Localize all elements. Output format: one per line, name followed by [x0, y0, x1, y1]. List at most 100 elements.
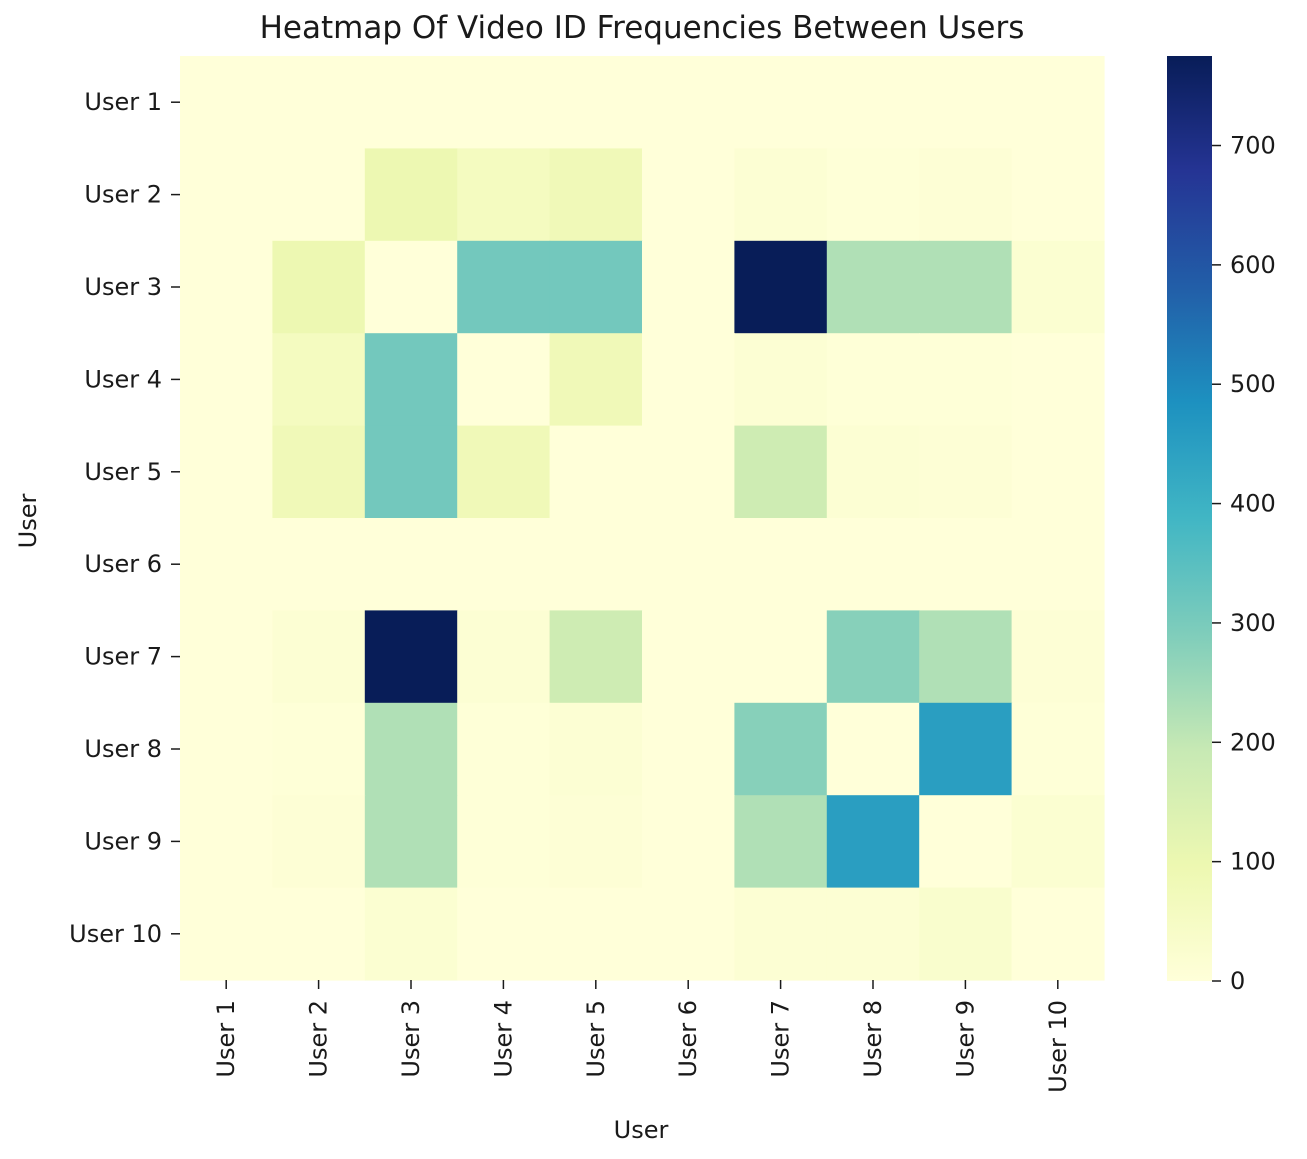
heatmap-cell [642, 518, 735, 611]
heatmap-cell [1011, 887, 1105, 981]
heatmap-cell [180, 425, 273, 519]
y-axis-ticks: User 1 User 2 User 3 User 4 User 5 User 6 User… [69, 88, 180, 948]
y-tick-label: User 6 [84, 550, 162, 578]
heatmap-cell [272, 148, 366, 242]
heatmap-cell [272, 333, 366, 427]
heatmap-cell [642, 887, 735, 981]
heatmap-cell [457, 887, 551, 981]
heatmap-cell [734, 425, 828, 519]
colorbar-tick-label: 700 [1230, 132, 1276, 160]
colorbar-tick-label: 0 [1230, 967, 1245, 995]
heatmap-cell [549, 610, 643, 704]
heatmap-cell [364, 240, 458, 334]
colorbar-ticks: 0 100 200 300 400 500 600 700 [1212, 132, 1276, 995]
heatmap-cell [826, 333, 920, 427]
heatmap-cell [826, 610, 920, 704]
heatmap-cell [1011, 795, 1105, 889]
heatmap-cell [364, 518, 458, 611]
heatmap-cell [734, 518, 828, 611]
heatmap-cell [919, 795, 1013, 889]
heatmap-cell [549, 702, 643, 796]
heatmap-cell [180, 333, 273, 427]
heatmap-cell [180, 240, 273, 334]
heatmap-cell [826, 518, 920, 611]
heatmap-cell [364, 333, 458, 427]
heatmap-cell [180, 702, 273, 796]
heatmap-cell [919, 518, 1013, 611]
heatmap-cell [642, 240, 735, 334]
heatmap-cell [272, 240, 366, 334]
x-tick-label: User 10 [1044, 1000, 1072, 1093]
heatmap-cells [180, 56, 1105, 981]
heatmap-cell [734, 333, 828, 427]
heatmap-cell [549, 56, 643, 149]
heatmap-cell [1011, 518, 1105, 611]
x-axis-ticks: User 1 User 2 User 3 User 4 User 5 User 6 User… [212, 980, 1072, 1093]
x-tick-label: User 6 [674, 1000, 702, 1078]
heatmap-cell [919, 148, 1013, 242]
heatmap-cell [364, 702, 458, 796]
heatmap-cell [826, 702, 920, 796]
y-tick-label: User 7 [84, 643, 162, 671]
heatmap-cell [734, 56, 828, 149]
heatmap-cell [457, 518, 551, 611]
heatmap-cell [457, 795, 551, 889]
heatmap-cell [642, 333, 735, 427]
heatmap-cell [642, 610, 735, 704]
heatmap-cell [457, 56, 551, 149]
colorbar-tick-label: 200 [1230, 728, 1276, 756]
heatmap-cell [180, 56, 273, 149]
heatmap-cell [826, 887, 920, 981]
heatmap-cell [180, 887, 273, 981]
heatmap-cell [364, 795, 458, 889]
heatmap-cell [549, 425, 643, 519]
colorbar [1167, 56, 1212, 981]
heatmap-cell [272, 425, 366, 519]
colorbar-tick-label: 600 [1230, 251, 1276, 279]
heatmap-cell [919, 425, 1013, 519]
x-tick-label: User 5 [582, 1000, 610, 1078]
heatmap-cell [457, 425, 551, 519]
heatmap-cell [1011, 56, 1105, 149]
heatmap-cell [734, 610, 828, 704]
x-tick-label: User 8 [859, 1000, 887, 1078]
heatmap-cell [180, 518, 273, 611]
heatmap-cell [734, 795, 828, 889]
heatmap-cell [1011, 333, 1105, 427]
heatmap-cell [642, 56, 735, 149]
heatmap-cell [642, 425, 735, 519]
heatmap-cell [919, 702, 1013, 796]
heatmap-cell [919, 333, 1013, 427]
y-tick-label: User 8 [84, 735, 162, 763]
heatmap-cell [364, 425, 458, 519]
heatmap-cell [642, 795, 735, 889]
heatmap-cell [549, 795, 643, 889]
heatmap-cell [919, 240, 1013, 334]
x-tick-label: User 1 [212, 1000, 240, 1078]
heatmap-cell [734, 702, 828, 796]
heatmap-cell [272, 887, 366, 981]
y-tick-label: User 2 [84, 181, 162, 209]
heatmap-cell [457, 240, 551, 334]
heatmap-cell [734, 240, 828, 334]
y-tick-label: User 4 [84, 365, 162, 393]
heatmap-cell [826, 240, 920, 334]
y-tick-label: User 3 [84, 273, 162, 301]
heatmap-cell [457, 333, 551, 427]
colorbar-tick-label: 500 [1230, 370, 1276, 398]
heatmap-cell [364, 148, 458, 242]
heatmap-cell [549, 518, 643, 611]
heatmap-cell [734, 148, 828, 242]
colorbar-tick-label: 300 [1230, 609, 1276, 637]
heatmap-cell [919, 610, 1013, 704]
heatmap-cell [457, 148, 551, 242]
x-tick-label: User 2 [305, 1000, 333, 1078]
heatmap-cell [826, 795, 920, 889]
x-tick-label: User 7 [767, 1000, 795, 1078]
heatmap-cell [272, 56, 366, 149]
heatmap-cell [549, 148, 643, 242]
heatmap-cell [457, 610, 551, 704]
heatmap-cell [1011, 610, 1105, 704]
heatmap-cell [364, 887, 458, 981]
heatmap-cell [1011, 702, 1105, 796]
